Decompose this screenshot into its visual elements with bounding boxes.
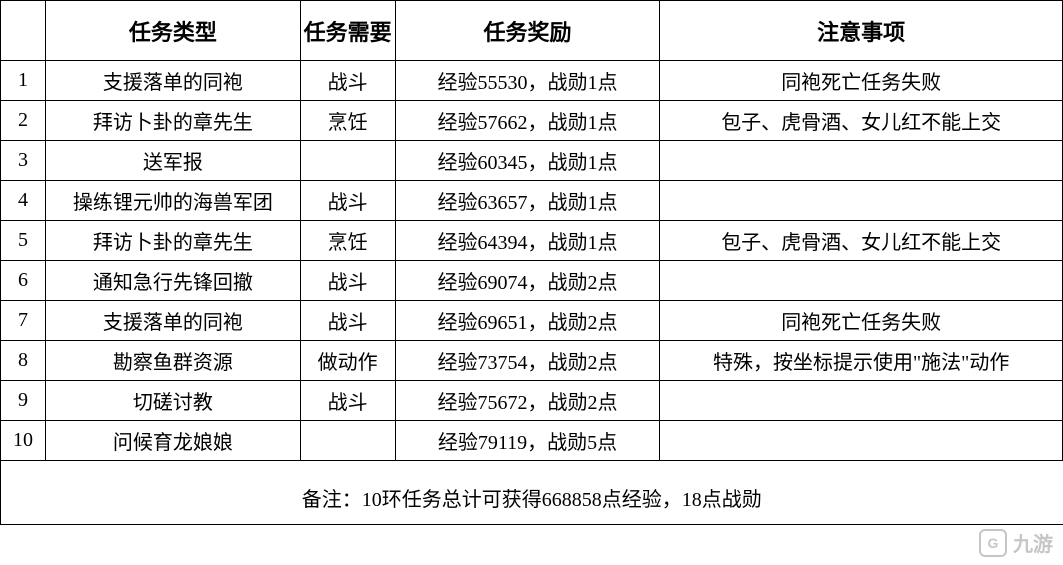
- cell-type: 勘察鱼群资源: [45, 341, 300, 381]
- cell-reward: 经验75672，战勋2点: [395, 381, 660, 421]
- cell-note: 同袍死亡任务失败: [660, 301, 1063, 341]
- cell-note: 包子、虎骨酒、女儿红不能上交: [660, 221, 1063, 261]
- cell-idx: 7: [1, 301, 46, 341]
- cell-idx: 6: [1, 261, 46, 301]
- cell-reward: 经验69074，战勋2点: [395, 261, 660, 301]
- cell-need: 战斗: [300, 381, 395, 421]
- table-row: 9 切磋讨教 战斗 经验75672，战勋2点: [1, 381, 1063, 421]
- cell-idx: 2: [1, 101, 46, 141]
- cell-note: [660, 421, 1063, 461]
- cell-type: 送军报: [45, 141, 300, 181]
- table-row: 7 支援落单的同袍 战斗 经验69651，战勋2点 同袍死亡任务失败: [1, 301, 1063, 341]
- cell-need: 做动作: [300, 341, 395, 381]
- cell-type: 拜访卜卦的章先生: [45, 221, 300, 261]
- cell-reward: 经验55530，战勋1点: [395, 61, 660, 101]
- cell-idx: 9: [1, 381, 46, 421]
- cell-reward: 经验73754，战勋2点: [395, 341, 660, 381]
- cell-note: [660, 381, 1063, 421]
- col-header-reward: 任务奖励: [395, 1, 660, 61]
- col-header-need: 任务需要: [300, 1, 395, 61]
- watermark-brand: 九游: [1013, 528, 1053, 557]
- watermark-logo-text: G: [988, 535, 999, 551]
- cell-type: 支援落单的同袍: [45, 61, 300, 101]
- cell-need: 烹饪: [300, 221, 395, 261]
- watermark: G 九游: [979, 528, 1053, 557]
- cell-idx: 1: [1, 61, 46, 101]
- cell-note: [660, 141, 1063, 181]
- cell-idx: 10: [1, 421, 46, 461]
- cell-reward: 经验64394，战勋1点: [395, 221, 660, 261]
- cell-type: 拜访卜卦的章先生: [45, 101, 300, 141]
- cell-need: [300, 421, 395, 461]
- table-body: 1 支援落单的同袍 战斗 经验55530，战勋1点 同袍死亡任务失败 2 拜访卜…: [1, 61, 1063, 525]
- table-row: 6 通知急行先锋回撤 战斗 经验69074，战勋2点: [1, 261, 1063, 301]
- cell-idx: 8: [1, 341, 46, 381]
- cell-type: 支援落单的同袍: [45, 301, 300, 341]
- cell-need: 战斗: [300, 301, 395, 341]
- cell-reward: 经验63657，战勋1点: [395, 181, 660, 221]
- cell-need: 战斗: [300, 261, 395, 301]
- cell-reward: 经验69651，战勋2点: [395, 301, 660, 341]
- cell-note: [660, 181, 1063, 221]
- cell-need: 战斗: [300, 181, 395, 221]
- cell-idx: 4: [1, 181, 46, 221]
- cell-type: 问候育龙娘娘: [45, 421, 300, 461]
- table-footnote: 备注：10环任务总计可获得668858点经验，18点战勋: [1, 461, 1063, 525]
- cell-need: 烹饪: [300, 101, 395, 141]
- cell-type: 操练锂元帅的海兽军团: [45, 181, 300, 221]
- col-header-note: 注意事项: [660, 1, 1063, 61]
- cell-reward: 经验57662，战勋1点: [395, 101, 660, 141]
- cell-type: 切磋讨教: [45, 381, 300, 421]
- table-footnote-row: 备注：10环任务总计可获得668858点经验，18点战勋: [1, 461, 1063, 525]
- table-row: 4 操练锂元帅的海兽军团 战斗 经验63657，战勋1点: [1, 181, 1063, 221]
- table-row: 5 拜访卜卦的章先生 烹饪 经验64394，战勋1点 包子、虎骨酒、女儿红不能上…: [1, 221, 1063, 261]
- cell-need: 战斗: [300, 61, 395, 101]
- table-row: 10 问候育龙娘娘 经验79119，战勋5点: [1, 421, 1063, 461]
- cell-note: 特殊，按坐标提示使用"施法"动作: [660, 341, 1063, 381]
- table-row: 1 支援落单的同袍 战斗 经验55530，战勋1点 同袍死亡任务失败: [1, 61, 1063, 101]
- table-row: 8 勘察鱼群资源 做动作 经验73754，战勋2点 特殊，按坐标提示使用"施法"…: [1, 341, 1063, 381]
- cell-note: 包子、虎骨酒、女儿红不能上交: [660, 101, 1063, 141]
- cell-reward: 经验60345，战勋1点: [395, 141, 660, 181]
- cell-need: [300, 141, 395, 181]
- table-header-row: 任务类型 任务需要 任务奖励 注意事项: [1, 1, 1063, 61]
- quest-table: 任务类型 任务需要 任务奖励 注意事项 1 支援落单的同袍 战斗 经验55530…: [0, 0, 1063, 525]
- cell-idx: 5: [1, 221, 46, 261]
- table-row: 2 拜访卜卦的章先生 烹饪 经验57662，战勋1点 包子、虎骨酒、女儿红不能上…: [1, 101, 1063, 141]
- cell-type: 通知急行先锋回撤: [45, 261, 300, 301]
- cell-note: [660, 261, 1063, 301]
- cell-reward: 经验79119，战勋5点: [395, 421, 660, 461]
- table-row: 3 送军报 经验60345，战勋1点: [1, 141, 1063, 181]
- cell-note: 同袍死亡任务失败: [660, 61, 1063, 101]
- col-header-index: [1, 1, 46, 61]
- col-header-type: 任务类型: [45, 1, 300, 61]
- cell-idx: 3: [1, 141, 46, 181]
- watermark-logo-icon: G: [979, 529, 1007, 557]
